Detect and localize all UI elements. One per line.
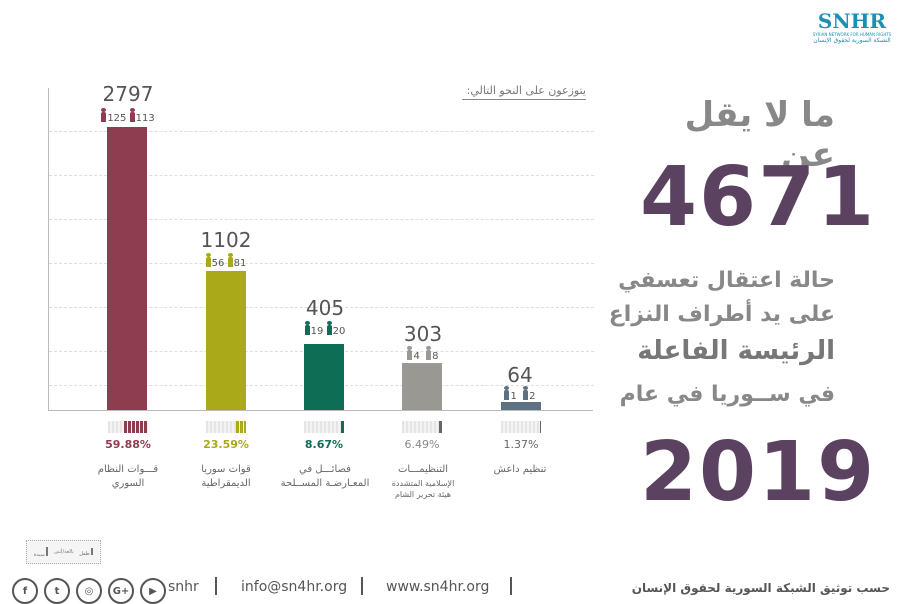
gridline (49, 131, 594, 132)
website-link[interactable]: www.sn4hr.org (386, 579, 490, 595)
child-icon (504, 386, 510, 400)
email-link[interactable]: info@sn4hr.org (241, 579, 348, 595)
pct-indicator (108, 421, 148, 433)
headline-prefix: ما لا يقل عن (684, 95, 835, 175)
women-count: 8 (432, 351, 439, 362)
social-handle: snhr (168, 579, 199, 595)
x-axis (48, 410, 593, 411)
bar-sdf (206, 271, 246, 410)
women-count: 113 (135, 113, 155, 124)
gridline (49, 175, 594, 176)
category-label: قوات سوريا الديمقراطية (201, 464, 251, 489)
logo-text: SNHR (817, 9, 887, 33)
logo-arabic: الشبكة السورية لحقوق الإنسان (813, 37, 891, 44)
woman-icon (426, 346, 432, 360)
pct-indicator (501, 421, 541, 433)
bar-islamist-groups (402, 363, 442, 410)
y-axis (48, 88, 49, 411)
legend-adult: بالغة/أنثى (53, 549, 74, 555)
twitter-icon[interactable]: t (44, 578, 70, 604)
category-label-line3: هيئة تحرير الشام (394, 490, 452, 499)
pct-label: 59.88% (105, 438, 151, 451)
bar-armed-opposition (304, 344, 344, 410)
woman-icon (523, 386, 529, 400)
source-credit: حسب توثيق الشبكة السورية لحقوق الإنسان (631, 581, 890, 595)
youtube-icon[interactable]: ▶ (140, 578, 166, 604)
pct-indicator (304, 421, 344, 433)
legend-woman: سيدة (34, 546, 49, 558)
category-label: تنظيم داعش (493, 464, 547, 475)
children-count: 125 (107, 113, 127, 124)
category-label: فصائـــل في المعـارضـة المســلحة (280, 464, 370, 489)
separator (510, 577, 512, 595)
woman-icon (326, 321, 332, 335)
separator (215, 577, 217, 595)
bar-value: 1102 (200, 228, 252, 252)
social-links: f t ◎ G+ ▶ (12, 578, 166, 604)
bar-value: 303 (403, 322, 443, 346)
gender-breakdown: 19 20 (280, 321, 370, 337)
google-plus-icon[interactable]: G+ (108, 578, 134, 604)
child-icon (304, 321, 310, 335)
bar-isis (501, 402, 541, 410)
gender-breakdown: 125 113 (83, 108, 173, 124)
legend: طفل بالغة/أنثى سيدة (26, 540, 101, 564)
women-count: 81 (233, 258, 247, 269)
year: 2019 (640, 425, 877, 520)
pct-indicator (206, 421, 246, 433)
pct-label: 23.59% (203, 438, 249, 451)
gender-breakdown: 1 2 (475, 386, 565, 402)
instagram-icon[interactable]: ◎ (76, 578, 102, 604)
child-icon (407, 346, 413, 360)
women-count: 2 (529, 391, 536, 402)
bar-value: 64 (507, 363, 533, 387)
total-count: 4671 (640, 150, 877, 245)
gender-breakdown: 56 81 (181, 253, 271, 269)
children-count: 19 (310, 326, 324, 337)
pct-indicator (402, 421, 442, 433)
chart-subtitle: يتوزعون على النحو التالي: (462, 84, 586, 100)
gender-breakdown: 4 8 (378, 346, 468, 362)
category-label-line2: الإسلامية المتشددة (391, 479, 455, 488)
children-count: 1 (510, 391, 517, 402)
gridline (49, 219, 594, 220)
category-label: التنظيمـــات (397, 464, 449, 475)
gridline (49, 307, 594, 308)
headline-line1: حالة اعتقال تعسفي (618, 268, 835, 293)
bar-value: 2797 (102, 82, 154, 106)
children-count: 4 (413, 351, 420, 362)
children-count: 56 (211, 258, 225, 269)
pct-label: 1.37% (503, 438, 539, 451)
bar-value: 405 (305, 296, 345, 320)
child-icon (101, 108, 107, 122)
facebook-icon[interactable]: f (12, 578, 38, 604)
headline-line2: على يد أطراف النزاع (608, 302, 835, 327)
pct-label: 8.67% (304, 438, 344, 451)
headline-line4: في ســوريا في عام (619, 382, 835, 407)
separator (361, 577, 363, 595)
footer: f t ◎ G+ ▶ snhr info@sn4hr.org www.sn4hr… (0, 572, 900, 604)
bar-syrian-regime (107, 127, 147, 410)
women-count: 20 (332, 326, 346, 337)
bar-chart: يتوزعون على النحو التالي: 2797 125 113 5… (48, 82, 594, 499)
woman-icon (227, 253, 233, 267)
headline-line3: الرئيسة الفاعلة (637, 336, 835, 366)
logo-subtitle: SYRIAN NETWORK FOR HUMAN RIGHTS (812, 32, 892, 37)
child-icon (205, 253, 211, 267)
pct-label: 6.49% (404, 438, 440, 451)
legend-child: طفل (79, 547, 94, 557)
snhr-logo: SNHR SYRIAN NETWORK FOR HUMAN RIGHTS الش… (812, 10, 892, 45)
woman-icon (129, 108, 135, 122)
category-label: قـــوات النظام السوري (97, 464, 159, 489)
gridline (49, 263, 594, 264)
